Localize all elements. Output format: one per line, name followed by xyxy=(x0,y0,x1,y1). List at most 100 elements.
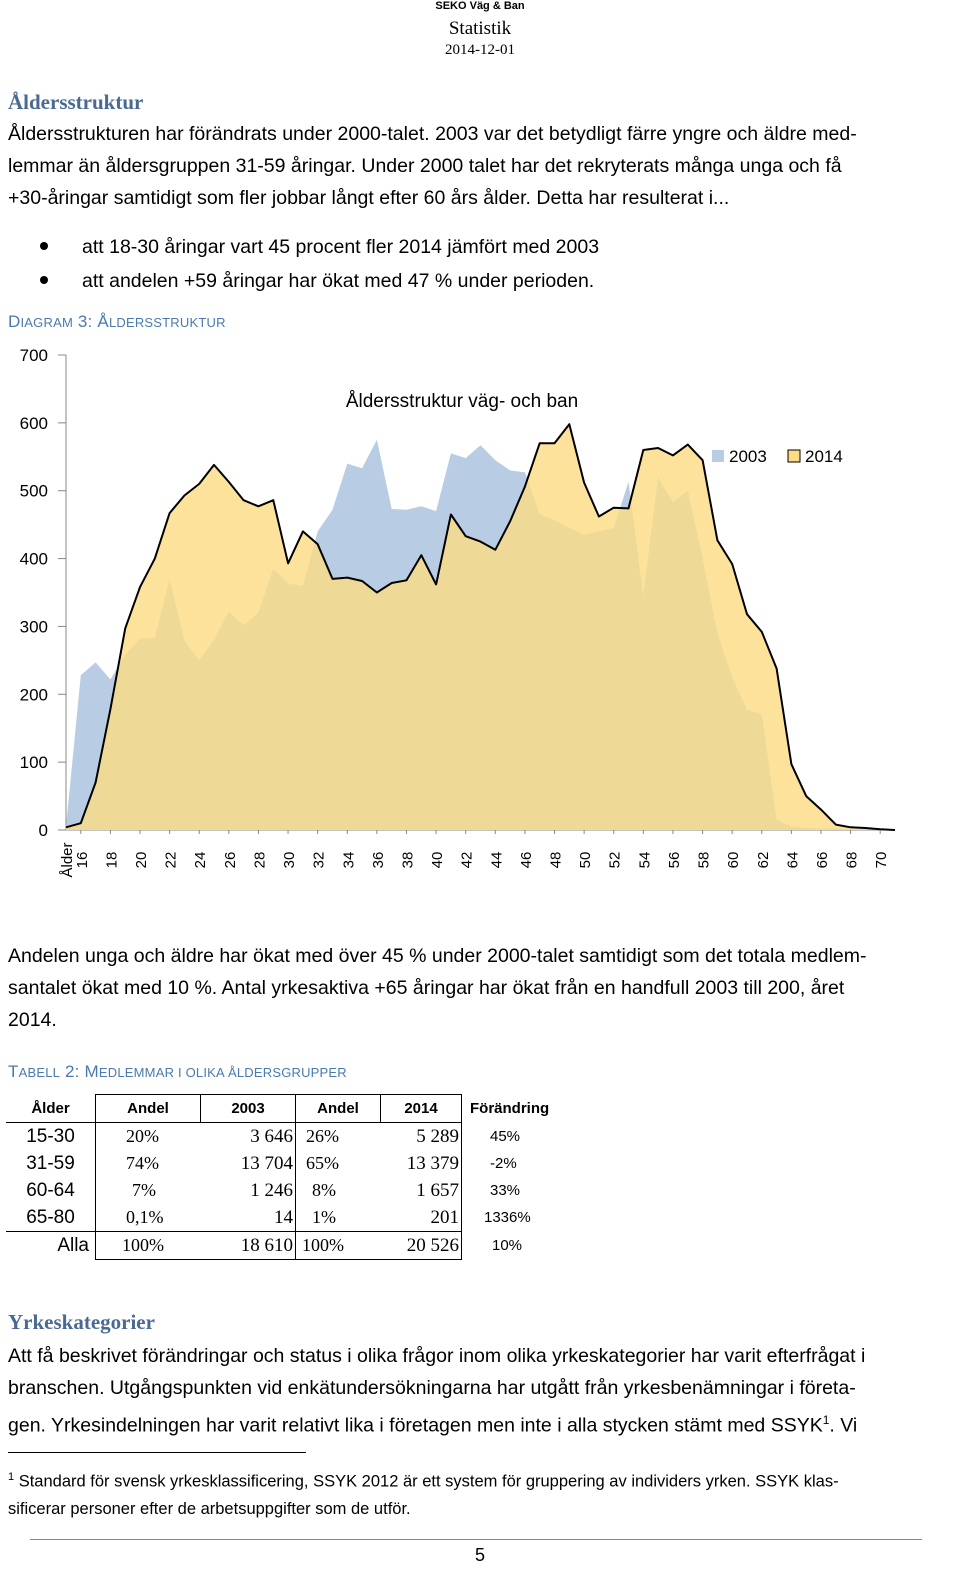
y-tick-label: 100 xyxy=(20,753,48,772)
section-heading-yrkeskategorier: Yrkeskategorier xyxy=(8,1310,155,1334)
x-tick-label: 66 xyxy=(814,852,831,869)
line-series-2014 xyxy=(65,423,896,831)
cell-change: -2% xyxy=(490,1155,517,1172)
cell-share-2003: 100% xyxy=(95,1231,201,1260)
x-tick-label: 26 xyxy=(222,852,239,869)
legend-label-2003: 2003 xyxy=(729,447,767,466)
cell-count-2003: 13 704 xyxy=(240,1152,293,1174)
x-tick-label: 40 xyxy=(429,852,446,869)
text-line: Andelen unga och äldre har ökat med över… xyxy=(8,945,867,967)
x-tick-label: 64 xyxy=(784,852,801,869)
table-row: 31-59 74% 13 704 65% 13 379 -2% xyxy=(6,1150,572,1177)
x-tick-label: 24 xyxy=(192,852,209,869)
x-tick-label: 56 xyxy=(666,852,683,869)
area-series-2014 xyxy=(66,424,895,830)
cell-age: Alla xyxy=(57,1234,89,1256)
cell-count-2014: 20 526 xyxy=(380,1231,462,1260)
header-date: 2014-12-01 xyxy=(445,42,515,58)
col-header-forandring: Förändring xyxy=(470,1100,550,1117)
footer-line xyxy=(30,1539,922,1540)
x-tick-label: 30 xyxy=(281,852,298,869)
bullet-text: att 18-30 åringar vart 45 procent fler 2… xyxy=(82,236,600,258)
cell-count-2003: 3 646 xyxy=(250,1125,293,1147)
age-structure-chart: 0 100 200 300 400 500 600 700 16 18 20 22 24 26 28 30 32… xyxy=(20,346,896,878)
text-line: Åldersstrukturen har förändrats under 20… xyxy=(8,123,857,145)
bullet-list: att 18-30 åringar vart 45 procent fler 2… xyxy=(40,230,940,298)
footnote-text: sificerar personer efter de arbetsuppgif… xyxy=(8,1499,411,1518)
col-header-2003: 2003 xyxy=(200,1094,296,1123)
section1-paragraph: Åldersstrukturen har förändrats under 20… xyxy=(8,118,953,214)
cell-change: 10% xyxy=(492,1237,523,1254)
cell-share-2003: 0,1% xyxy=(95,1204,201,1232)
cell-count-2014: 5 289 xyxy=(380,1122,462,1150)
cell-count-2003: 18 610 xyxy=(200,1231,296,1260)
bullet-item: att 18-30 åringar vart 45 procent fler 2… xyxy=(40,230,940,264)
section-heading-aldersstruktur: Åldersstruktur xyxy=(8,90,144,114)
cell-change: 1336% xyxy=(484,1209,531,1227)
x-tick-label: 32 xyxy=(311,852,328,869)
section2-paragraph: Andelen unga och äldre har ökat med över… xyxy=(8,940,953,1036)
x-tick-label: 44 xyxy=(488,852,505,869)
header-org: SEKO Väg & Ban xyxy=(435,0,525,12)
age-group-table: Ålder Andel 2003 Andel 2014 Förändring 1… xyxy=(6,1094,572,1260)
col-header-andel-2014: Andel xyxy=(295,1094,381,1123)
footnote-separator xyxy=(8,1452,306,1453)
legend-swatch-2003 xyxy=(712,450,724,462)
x-tick-label: 42 xyxy=(459,852,476,869)
table-row-total: Alla 100% 18 610 100% 20 526 10% xyxy=(6,1231,572,1260)
x-tick-label: 58 xyxy=(696,852,713,869)
x-tick-label: 22 xyxy=(163,852,180,869)
cell-age: 15-30 xyxy=(26,1125,75,1147)
x-axis-label: Ålder xyxy=(59,842,76,877)
table-row: 60-64 7% 1 246 8% 1 657 33% xyxy=(6,1177,572,1204)
legend-label-2014: 2014 xyxy=(805,447,843,466)
cell-count-2003: 1 246 xyxy=(250,1179,293,1201)
cell-share-2014: 65% xyxy=(295,1150,381,1177)
text-line: branschen. Utgångspunkten vid enkätunder… xyxy=(8,1377,856,1399)
cell-share-2003: 74% xyxy=(95,1150,201,1177)
cell-count-2014: 13 379 xyxy=(380,1150,462,1177)
cell-share-2014: 100% xyxy=(295,1231,381,1260)
x-tick-label: 52 xyxy=(607,852,624,869)
text-line: +30-åringar samtidigt som fler jobbar lå… xyxy=(8,187,730,209)
bullet-item: att andelen +59 åringar har ökat med 47 … xyxy=(40,264,940,298)
cell-age: 60-64 xyxy=(26,1179,75,1201)
text-line: 2014. xyxy=(8,1009,57,1031)
footnote: 1 Standard för svensk yrkesklassificerin… xyxy=(8,1464,953,1523)
footnote-text: Standard för svensk yrkesklassificering,… xyxy=(14,1472,839,1491)
footnote-number: 1 xyxy=(8,1471,15,1483)
x-tick-label: 54 xyxy=(636,852,653,869)
legend-swatch-2014 xyxy=(787,449,801,463)
cell-count-2014: 201 xyxy=(380,1204,462,1232)
x-tick-label: 20 xyxy=(133,852,150,869)
cell-share-2014: 26% xyxy=(295,1122,381,1150)
text-line: santalet ökat med 10 %. Antal yrkesaktiv… xyxy=(8,977,845,999)
table-row: 65-80 0,1% 14 1% 201 1336% xyxy=(6,1204,572,1232)
cell-count-2014: 1 657 xyxy=(380,1177,462,1204)
y-tick-label: 600 xyxy=(20,414,48,433)
col-header-2014: 2014 xyxy=(380,1094,462,1123)
col-header-andel-2003: Andel xyxy=(95,1094,201,1123)
cell-age: 65-80 xyxy=(6,1204,96,1232)
bullet-text: att andelen +59 åringar har ökat med 47 … xyxy=(82,270,595,292)
y-tick-label: 700 xyxy=(20,346,48,365)
y-tick-label: 300 xyxy=(20,617,48,636)
x-tick-label: 36 xyxy=(370,852,387,869)
header-title: Statistik xyxy=(448,18,512,39)
x-tick-label: 34 xyxy=(340,852,357,869)
text-line: Att få beskrivet förändringar och status… xyxy=(8,1345,866,1367)
text-line: lemmar än åldersgruppen 31-59 åringar. U… xyxy=(8,155,842,177)
cell-count-2003: 14 xyxy=(200,1204,296,1232)
y-tick-label: 500 xyxy=(20,482,48,501)
col-header-alder: Ålder xyxy=(6,1094,96,1123)
table-row: 15-30 20% 3 646 26% 5 289 45% xyxy=(6,1122,572,1150)
bullet-dot xyxy=(40,242,48,250)
cell-share-2014: 8% xyxy=(295,1177,381,1204)
x-tick-label: 16 xyxy=(74,852,91,869)
x-tick-label: 18 xyxy=(103,852,120,869)
y-tick-label: 200 xyxy=(20,685,48,704)
x-tick-label: 48 xyxy=(548,852,565,869)
x-tick-label: 46 xyxy=(518,852,535,869)
x-tick-label: 70 xyxy=(873,852,890,869)
text-line: gen. Yrkesindelningen har varit relativt… xyxy=(8,1413,858,1437)
